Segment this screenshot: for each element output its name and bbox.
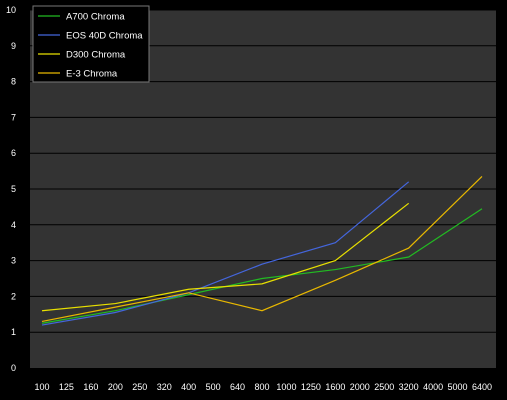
y-tick-label: 8 bbox=[11, 77, 16, 87]
y-tick-label: 2 bbox=[11, 291, 16, 301]
x-tick-label: 320 bbox=[157, 382, 172, 392]
y-axis-ticks: 0 1 2 3 4 5 6 7 8 9 10 bbox=[6, 5, 16, 373]
y-tick-label: 0 bbox=[11, 363, 16, 373]
x-tick-label: 2000 bbox=[350, 382, 370, 392]
y-tick-label: 10 bbox=[6, 5, 16, 15]
y-tick-label: 1 bbox=[11, 327, 16, 337]
x-tick-label: 125 bbox=[59, 382, 74, 392]
x-tick-label: 200 bbox=[108, 382, 123, 392]
x-tick-label: 1600 bbox=[325, 382, 345, 392]
legend-box bbox=[32, 5, 150, 83]
x-tick-label: 5000 bbox=[448, 382, 468, 392]
x-tick-label: 1250 bbox=[301, 382, 321, 392]
x-tick-label: 6400 bbox=[472, 382, 492, 392]
y-tick-label: 9 bbox=[11, 41, 16, 51]
x-tick-label: 250 bbox=[132, 382, 147, 392]
y-tick-label: 4 bbox=[11, 220, 16, 230]
x-tick-label: 640 bbox=[230, 382, 245, 392]
x-tick-label: 100 bbox=[34, 382, 49, 392]
x-tick-label: 2500 bbox=[374, 382, 394, 392]
series-line-2 bbox=[41, 181, 410, 326]
x-tick-label: 160 bbox=[83, 382, 98, 392]
legend-label: A700 Chroma bbox=[66, 12, 125, 23]
series-line-3 bbox=[41, 202, 410, 312]
x-tick-label: 3200 bbox=[399, 382, 419, 392]
x-tick-label: 1000 bbox=[276, 382, 296, 392]
legend: A700 Chroma EOS 40D Chroma D300 Chroma E-3 … bbox=[32, 5, 150, 83]
legend-label: EOS 40D Chroma bbox=[66, 31, 143, 42]
y-tick-label: 3 bbox=[11, 256, 16, 266]
y-tick-label: 5 bbox=[11, 184, 16, 194]
y-tick-label: 6 bbox=[11, 148, 16, 158]
series-group bbox=[41, 176, 483, 326]
x-tick-label: 500 bbox=[206, 382, 221, 392]
series-line-4 bbox=[41, 176, 483, 323]
series-line-1 bbox=[41, 208, 483, 324]
y-tick-label: 7 bbox=[11, 112, 16, 122]
x-tick-label: 800 bbox=[254, 382, 269, 392]
legend-label: D300 Chroma bbox=[66, 50, 126, 61]
x-axis-ticks: 100 125 160 200 250 320 400 500 640 800 1000 1250 16… bbox=[34, 382, 492, 392]
legend-label: E-3 Chroma bbox=[66, 69, 118, 80]
x-tick-label: 400 bbox=[181, 382, 196, 392]
x-tick-label: 4000 bbox=[423, 382, 443, 392]
